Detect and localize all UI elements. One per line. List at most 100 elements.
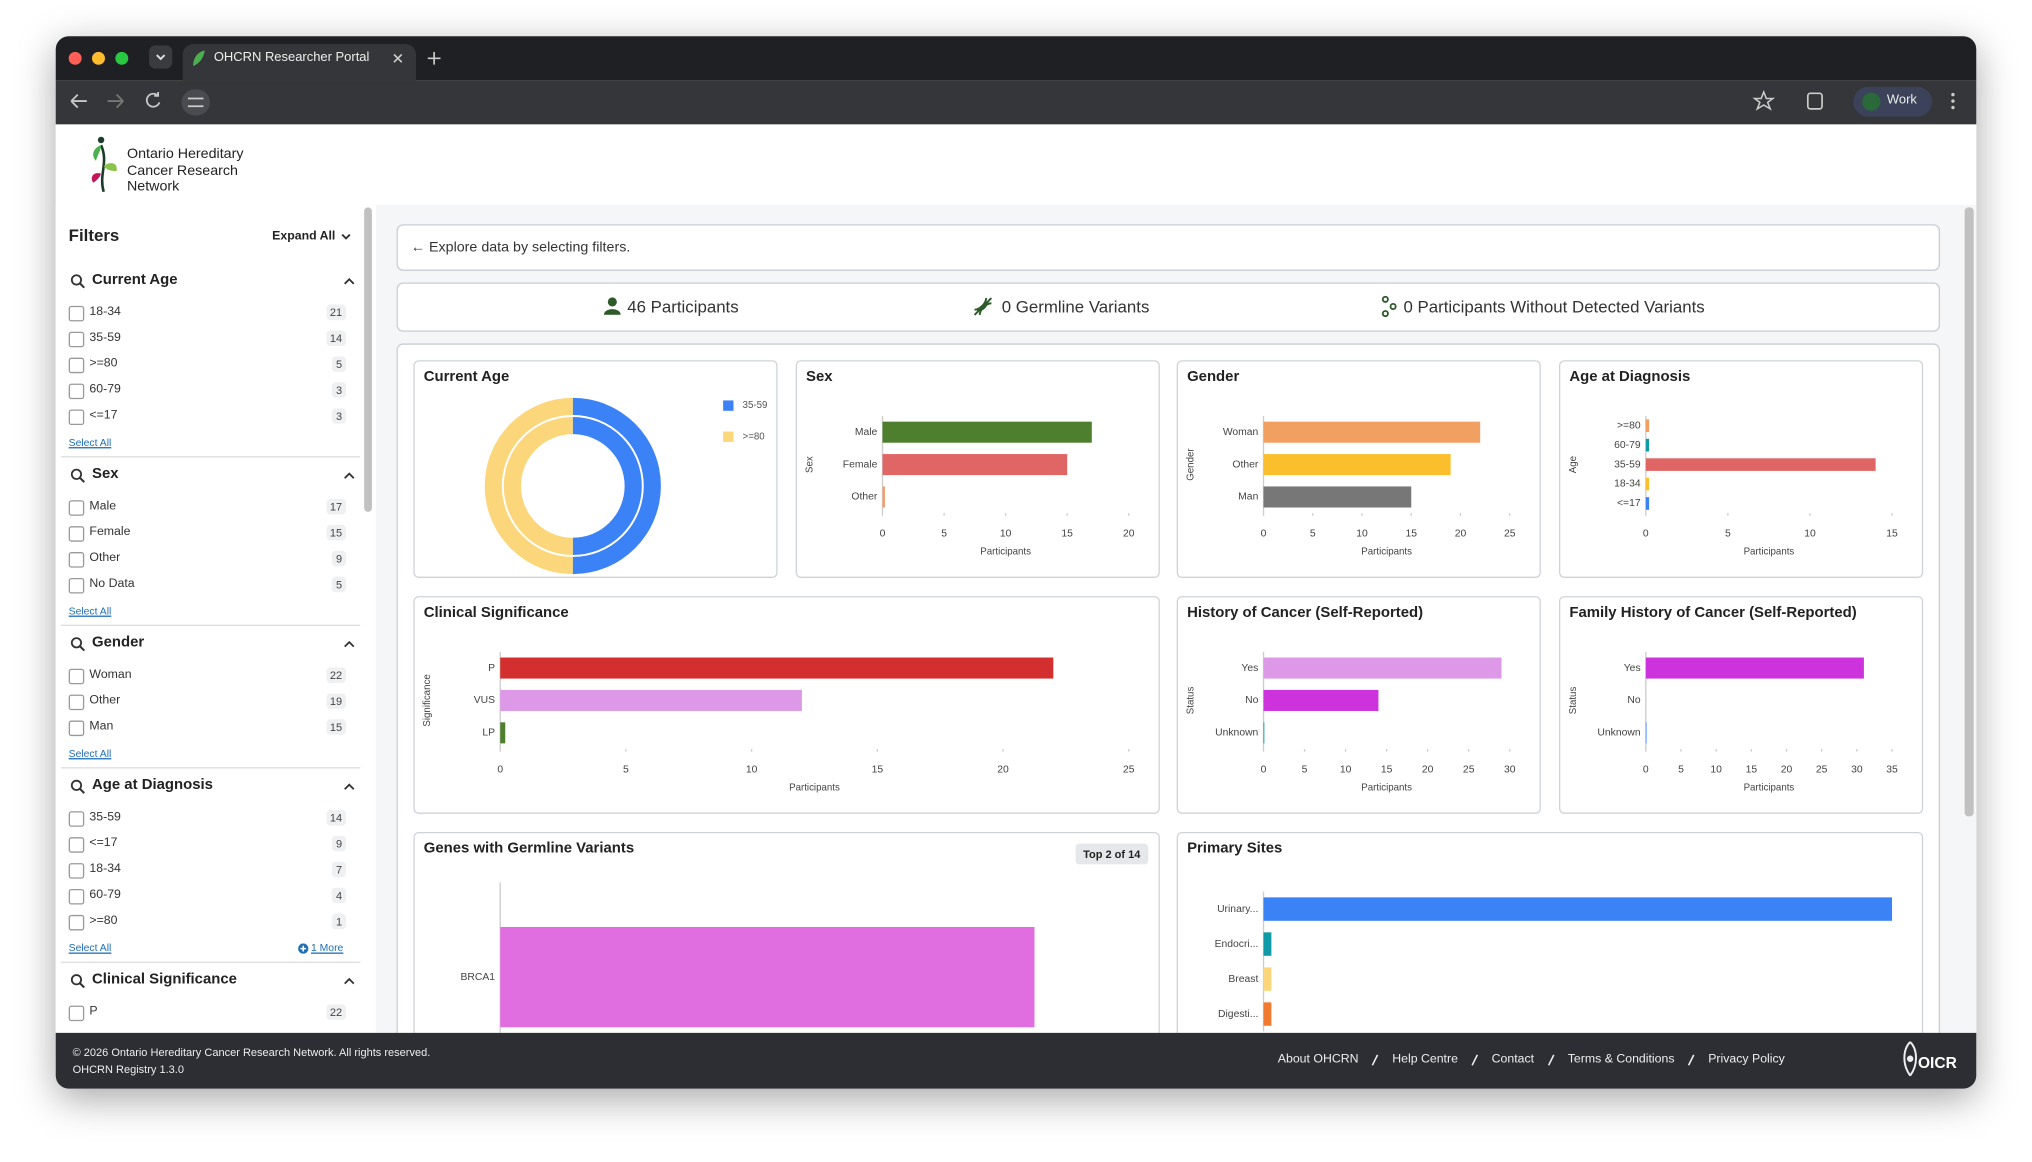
extensions[interactable] xyxy=(1806,92,1823,110)
checkbox[interactable] xyxy=(68,577,85,594)
category-label: Yes xyxy=(1241,663,1258,674)
new-tab[interactable] xyxy=(427,51,441,65)
collapse-toggle[interactable] xyxy=(343,472,355,480)
y-axis-label: Status xyxy=(1186,687,1197,715)
logo-line: Network xyxy=(127,178,180,195)
collapse-toggle[interactable] xyxy=(343,640,355,648)
chart-card: Woman Other Man 0 5 10 15 20 25 Participants Gende… xyxy=(1176,360,1541,578)
bar xyxy=(500,926,1035,1028)
option-count: 9 xyxy=(332,550,347,567)
checkbox[interactable] xyxy=(68,305,85,322)
back[interactable] xyxy=(70,93,87,109)
chart-title: Sex xyxy=(806,369,833,385)
tab[interactable] xyxy=(182,44,416,81)
chart-title: Gender xyxy=(1187,369,1240,385)
option-count: 3 xyxy=(332,382,347,398)
category-label: 35-59 xyxy=(1614,459,1641,470)
footer-link[interactable]: Privacy Policy xyxy=(1708,1052,1785,1067)
select-all[interactable]: Select All xyxy=(68,747,112,760)
checkbox[interactable] xyxy=(68,720,85,737)
option-label: Female xyxy=(89,524,131,540)
bar xyxy=(882,454,1068,476)
select-all[interactable]: Select All xyxy=(68,942,112,954)
footer-link[interactable]: Help Centre xyxy=(1392,1052,1458,1067)
collapse-toggle[interactable] xyxy=(343,977,355,985)
checkbox[interactable] xyxy=(68,331,85,348)
checkbox[interactable] xyxy=(68,837,85,853)
chevron xyxy=(344,783,355,790)
site-settings[interactable] xyxy=(181,89,210,116)
chart-card: 35-59 >=80 Current Age xyxy=(413,360,778,578)
y-axis-label: Status xyxy=(1568,687,1579,715)
option-count: 5 xyxy=(332,576,347,593)
search-handle xyxy=(79,282,85,289)
more-link[interactable]: 1 More xyxy=(311,942,344,954)
bar xyxy=(500,689,802,711)
category-label: Male xyxy=(855,427,878,438)
participants-icon xyxy=(603,297,621,315)
sidebar-scroll-thumb[interactable] xyxy=(364,207,372,512)
checkbox[interactable] xyxy=(68,357,85,374)
checkbox[interactable] xyxy=(68,552,85,568)
option-count: 15 xyxy=(325,524,347,541)
checkbox[interactable] xyxy=(68,500,85,516)
x-tick-label: 25 xyxy=(1816,765,1828,776)
y-axis-label: Age xyxy=(1568,456,1579,473)
footer-link[interactable]: Contact xyxy=(1491,1052,1535,1067)
footer-link[interactable]: Terms & Conditions xyxy=(1567,1052,1675,1067)
x-tick-label: 30 xyxy=(1504,765,1516,776)
tab-close[interactable] xyxy=(391,52,404,65)
category-label: Unknown xyxy=(1215,728,1258,739)
x-tick-label: 15 xyxy=(1381,765,1393,776)
checkbox[interactable] xyxy=(68,409,85,426)
x-tick-label: 20 xyxy=(1781,765,1793,776)
footer xyxy=(55,1032,1977,1089)
select-all[interactable]: Select All xyxy=(68,605,112,617)
checkbox[interactable] xyxy=(68,889,85,905)
checkbox[interactable] xyxy=(68,694,85,711)
search-lens xyxy=(70,468,83,480)
option-label: No Data xyxy=(89,576,135,591)
x-axis-label: Participants xyxy=(1744,782,1795,793)
option-count: 9 xyxy=(332,835,347,852)
divider xyxy=(60,624,361,626)
bar xyxy=(1263,657,1502,679)
footer-link[interactable]: About OHCRN xyxy=(1277,1052,1359,1067)
select-all[interactable]: Select All xyxy=(68,436,112,449)
x-tick-label: 0 xyxy=(497,765,503,776)
bar xyxy=(1645,477,1650,491)
expand-all[interactable]: Expand All xyxy=(272,229,336,244)
collapse-toggle[interactable] xyxy=(343,277,355,285)
checkbox[interactable] xyxy=(68,811,85,827)
group-title: Current Age xyxy=(92,272,178,288)
bookmark[interactable] xyxy=(1752,89,1776,111)
x-tick-label: 5 xyxy=(1302,765,1308,776)
chart-title: History of Cancer (Self-Reported) xyxy=(1187,605,1424,621)
checkbox[interactable] xyxy=(68,914,85,931)
x-axis-label: Participants xyxy=(1361,782,1412,793)
chart: P VUS LP 0 5 10 15 20 25 Participants Significance xyxy=(422,651,1135,793)
page-scroll-thumb[interactable] xyxy=(1964,207,1974,817)
reload[interactable] xyxy=(145,92,161,108)
category-label: No xyxy=(1627,695,1640,706)
collapse-toggle[interactable] xyxy=(343,783,355,791)
checkbox[interactable] xyxy=(68,383,85,400)
x-axis-label: Participants xyxy=(980,547,1031,558)
option-label: P xyxy=(89,1004,98,1019)
checkbox[interactable] xyxy=(68,1005,85,1022)
search-handle xyxy=(79,788,85,794)
checkbox[interactable] xyxy=(68,863,85,879)
copyright: © 2026 Ontario Hereditary Cancer Researc… xyxy=(72,1045,431,1059)
slash xyxy=(1688,1053,1695,1065)
option-label: Other xyxy=(89,550,121,566)
option-label: Male xyxy=(89,498,117,514)
version: OHCRN Registry 1.3.0 xyxy=(72,1062,184,1076)
menu[interactable] xyxy=(1951,92,1955,110)
category-label: VUS xyxy=(474,695,495,706)
x-tick-label: 15 xyxy=(1405,529,1417,540)
checkbox[interactable] xyxy=(68,668,85,685)
forward[interactable] xyxy=(107,93,124,109)
tab-search-button[interactable] xyxy=(149,45,173,69)
group-title: Age at Diagnosis xyxy=(92,777,213,794)
checkbox[interactable] xyxy=(68,526,85,542)
